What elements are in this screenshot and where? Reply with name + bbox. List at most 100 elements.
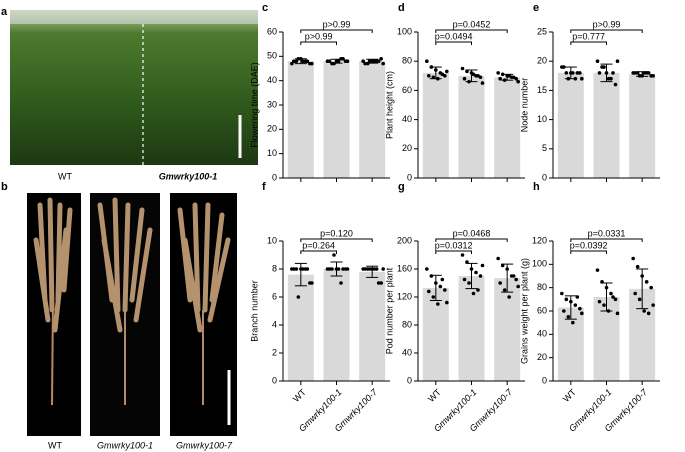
- data-point: [562, 309, 566, 313]
- y-axis-label: Branch number: [249, 280, 259, 342]
- data-point: [498, 281, 502, 285]
- error-bar: [294, 262, 307, 287]
- pods: [33, 197, 231, 333]
- significance-bracket: [435, 250, 472, 254]
- y-tick-label: 40: [402, 347, 412, 357]
- data-point: [496, 256, 500, 261]
- significance-bracket: [570, 238, 643, 242]
- panel-letter: d: [398, 2, 405, 14]
- error-bar: [564, 295, 577, 320]
- data-point: [465, 69, 469, 74]
- data-point: [296, 295, 301, 299]
- data-point: [327, 59, 332, 63]
- data-point: [294, 267, 299, 271]
- data-point: [425, 59, 429, 63]
- bar: [494, 278, 521, 381]
- data-point: [474, 270, 478, 275]
- data-point: [633, 291, 637, 296]
- y-tick-label: 80: [402, 319, 412, 329]
- data-point: [606, 76, 611, 81]
- y-tick-label: 60: [267, 26, 277, 36]
- photo-b: b WT Gmwrky100-1 Gmwrky100-7: [1, 181, 237, 450]
- data-point: [443, 288, 447, 292]
- y-tick-label: 5: [542, 143, 547, 153]
- data-point: [573, 303, 578, 307]
- panel-letter: b: [1, 181, 8, 193]
- p-value: p=0.0468: [453, 228, 491, 238]
- data-point: [595, 268, 600, 272]
- data-point: [651, 74, 655, 78]
- data-point: [575, 71, 580, 75]
- y-tick-label: 8: [272, 263, 277, 273]
- data-point: [480, 263, 485, 268]
- error-bar: [429, 66, 442, 80]
- data-point: [602, 65, 606, 69]
- y-axis-label: Plant height (cm): [384, 71, 394, 139]
- y-tick-label: 40: [402, 114, 412, 124]
- significance-bracket: [435, 41, 472, 45]
- data-point: [602, 303, 606, 307]
- data-point: [294, 59, 299, 63]
- bar: [557, 307, 584, 381]
- bar: [359, 271, 386, 381]
- data-point: [339, 281, 343, 285]
- panel-letter: g: [398, 181, 405, 193]
- data-point: [341, 267, 345, 271]
- data-point: [376, 59, 381, 63]
- data-point: [471, 291, 476, 296]
- data-point: [305, 59, 310, 63]
- data-point: [372, 59, 376, 63]
- photo-label: Gmwrky100-7: [176, 440, 233, 450]
- bar: [359, 61, 386, 179]
- error-bar: [636, 268, 649, 310]
- data-point: [597, 299, 602, 304]
- data-point: [305, 267, 310, 271]
- data-point: [613, 297, 618, 302]
- y-axis-label: Pod number per plant: [384, 267, 394, 354]
- field-photo: [10, 10, 258, 165]
- panel-letter: c: [262, 2, 268, 14]
- panel-letter: e: [533, 2, 539, 14]
- y-tick-label: 120: [397, 291, 412, 301]
- bar: [593, 72, 620, 178]
- y-tick-label: 0: [407, 375, 412, 385]
- y-tick-label: 200: [397, 235, 412, 245]
- y-axis-label: Node number: [519, 78, 529, 133]
- data-point: [336, 267, 341, 271]
- data-point: [425, 267, 429, 271]
- data-point: [611, 295, 615, 299]
- bar: [629, 74, 656, 178]
- y-tick-label: 10: [267, 235, 277, 245]
- y-tick-label: 0: [542, 375, 547, 385]
- p-value: p=0.0312: [435, 240, 473, 250]
- significance-bracket: [570, 29, 643, 33]
- y-tick-label: 120: [532, 235, 547, 245]
- data-point: [363, 61, 367, 66]
- data-point: [580, 311, 584, 316]
- y-tick-label: 6: [272, 291, 277, 301]
- bar: [494, 77, 521, 178]
- y-axis-label: Flowering time (DAE): [249, 62, 259, 148]
- data-point: [478, 274, 483, 278]
- y-tick-label: 80: [537, 282, 547, 292]
- data-point: [649, 285, 653, 290]
- significance-bracket: [435, 29, 508, 33]
- data-point: [646, 311, 651, 316]
- bar: [422, 287, 449, 381]
- data-point: [427, 289, 431, 294]
- y-tick-label: 20: [402, 143, 412, 153]
- data-point: [381, 61, 385, 66]
- photo-label: WT: [58, 171, 72, 181]
- data-point: [292, 267, 296, 271]
- bar: [557, 72, 584, 178]
- significance-bracket: [570, 41, 607, 45]
- data-point: [595, 59, 600, 63]
- y-tick-label: 30: [267, 99, 277, 109]
- data-point: [511, 75, 516, 80]
- data-point: [467, 281, 471, 285]
- data-point: [633, 71, 637, 75]
- error-bar: [330, 261, 343, 277]
- p-value: p=0.0392: [570, 240, 608, 250]
- stems: [51, 299, 204, 406]
- data-point: [427, 74, 431, 78]
